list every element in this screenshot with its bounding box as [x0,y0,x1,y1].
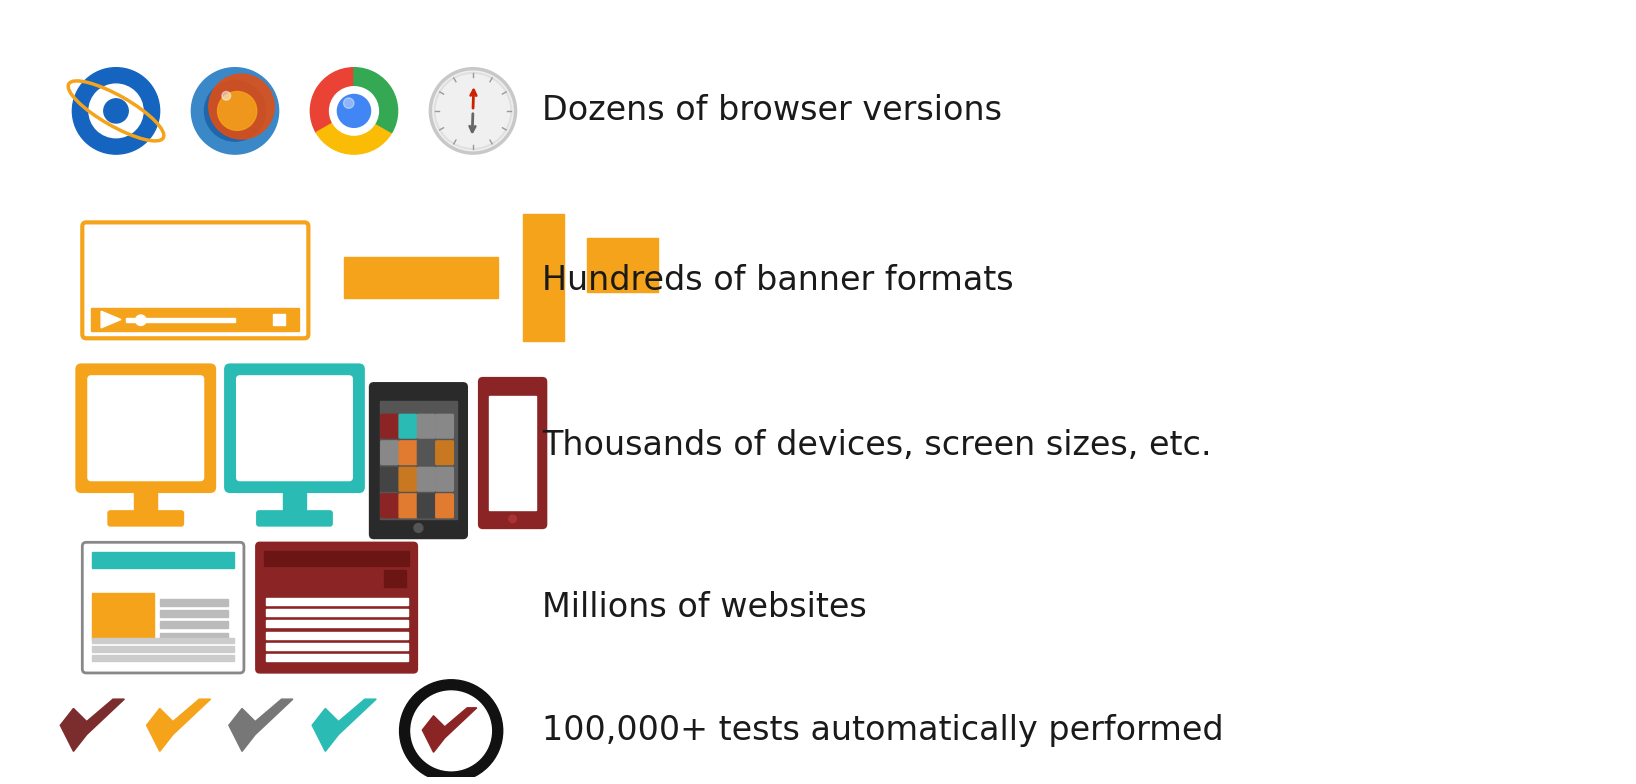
Bar [265,655,407,661]
Bar [265,632,407,639]
FancyBboxPatch shape [435,414,453,438]
FancyBboxPatch shape [368,382,468,539]
FancyBboxPatch shape [399,441,417,465]
FancyBboxPatch shape [381,467,398,491]
FancyBboxPatch shape [381,494,398,517]
Wedge shape [353,67,398,132]
Bar [160,633,227,640]
FancyBboxPatch shape [224,364,365,493]
Bar [263,551,409,566]
Bar [126,318,236,322]
Circle shape [509,515,517,523]
Circle shape [222,92,231,100]
FancyBboxPatch shape [399,467,417,491]
Circle shape [136,315,146,325]
Circle shape [218,93,252,129]
FancyBboxPatch shape [381,414,398,438]
Text: 100,000+ tests automatically performed: 100,000+ tests automatically performed [542,714,1224,747]
FancyBboxPatch shape [399,414,417,438]
Bar [92,552,234,568]
Circle shape [72,67,160,154]
Circle shape [103,99,128,123]
Polygon shape [422,708,476,752]
Text: e: e [106,93,126,125]
FancyBboxPatch shape [257,510,332,527]
Text: Hundreds of banner formats: Hundreds of banner formats [542,264,1014,297]
FancyBboxPatch shape [87,376,204,481]
FancyBboxPatch shape [478,377,548,529]
Bar [160,622,227,628]
FancyBboxPatch shape [417,494,435,517]
Wedge shape [311,67,353,132]
FancyBboxPatch shape [417,441,435,465]
Polygon shape [101,311,121,328]
FancyBboxPatch shape [435,494,453,517]
Text: Dozens of browser versions: Dozens of browser versions [542,94,1003,128]
Bar [160,599,227,606]
Bar [134,487,157,513]
FancyBboxPatch shape [82,543,244,673]
Circle shape [344,98,353,108]
Circle shape [399,680,502,782]
FancyBboxPatch shape [435,441,453,465]
Circle shape [434,71,514,151]
Bar [273,314,285,325]
Circle shape [204,81,265,141]
FancyBboxPatch shape [381,441,398,465]
Polygon shape [312,699,376,751]
Text: Thousands of devices, screen sizes, etc.: Thousands of devices, screen sizes, etc. [542,430,1212,463]
Bar [489,396,537,510]
FancyBboxPatch shape [399,494,417,517]
FancyBboxPatch shape [82,223,308,338]
Bar [384,570,406,587]
FancyBboxPatch shape [435,467,453,491]
Bar [92,647,234,652]
Polygon shape [229,699,293,751]
Bar [265,643,407,650]
Bar [344,256,497,298]
FancyBboxPatch shape [255,543,417,673]
FancyBboxPatch shape [108,510,185,527]
Bar [283,487,306,513]
Bar [265,609,407,616]
Circle shape [429,67,517,154]
Polygon shape [147,699,211,751]
Circle shape [191,67,278,154]
Text: Millions of websites: Millions of websites [542,591,867,624]
Bar [160,610,227,617]
Bar [92,655,234,661]
Bar [92,593,154,640]
Bar [587,238,658,292]
Circle shape [218,92,257,130]
Circle shape [209,74,275,139]
Wedge shape [316,111,391,154]
Bar [380,401,456,518]
Circle shape [337,95,370,127]
Circle shape [88,84,142,138]
Circle shape [411,691,491,771]
FancyBboxPatch shape [417,414,435,438]
Bar [522,213,564,341]
FancyBboxPatch shape [236,376,353,481]
Circle shape [329,87,378,135]
Bar [92,637,234,644]
Circle shape [414,524,422,532]
Polygon shape [61,699,124,751]
FancyBboxPatch shape [417,467,435,491]
Bar [265,598,407,604]
Bar [92,307,299,332]
FancyBboxPatch shape [75,364,216,493]
Bar [265,620,407,627]
